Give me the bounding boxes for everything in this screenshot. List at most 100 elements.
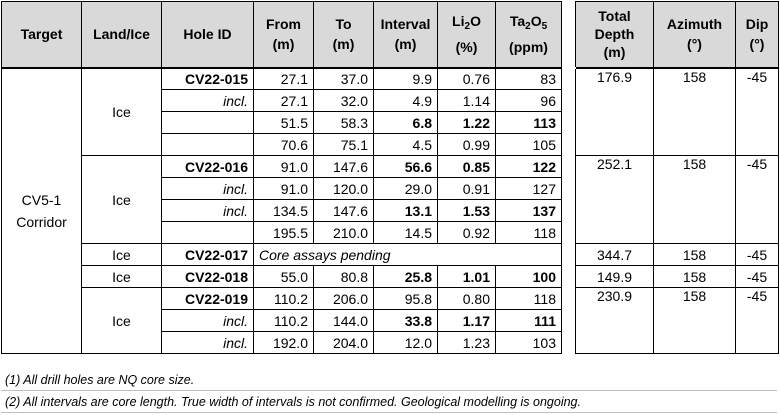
hole-id-cell (161, 221, 254, 244)
li2o-cell: 0.80 (437, 287, 496, 310)
li2o-cell: 0.92 (437, 221, 496, 244)
to-cell: 80.8 (313, 265, 374, 288)
table-row: Ice CV22-016 91.0 147.6 56.6 0.85 122 25… (2, 155, 779, 244)
azimuth-cell: 158 (653, 67, 736, 156)
hole-id-cell: incl. (161, 199, 254, 222)
from-cell: 91.0 (253, 155, 314, 178)
to-cell: 32.0 (313, 89, 374, 112)
hole-id-cell: CV22-019 (161, 287, 254, 310)
separator (561, 243, 576, 266)
col-header-li2o: Li2O (%) (437, 1, 496, 69)
dip-cell: -45 (735, 243, 779, 266)
table-row: Ice CV22-017 Core assays pending 344.7 1… (2, 243, 779, 266)
ta2o5-cell: 137 (495, 199, 562, 222)
table-row: incl. 27.1 32.0 4.9 1.14 96 (2, 89, 779, 112)
li2o-cell: 1.14 (437, 89, 496, 112)
interval-cell: 29.0 (373, 177, 438, 200)
separator (561, 287, 576, 354)
ta2o5-cell: 111 (495, 309, 562, 332)
interval-cell: 13.1 (373, 199, 438, 222)
table-row: Ice CV22-018 55.0 80.8 25.8 1.01 100 149… (2, 265, 779, 288)
to-cell: 75.1 (313, 133, 374, 156)
interval-cell: 33.8 (373, 309, 438, 332)
from-cell: 27.1 (253, 67, 314, 90)
from-cell: 110.2 (253, 309, 314, 332)
land-ice-cell: Ice (81, 155, 162, 244)
table-row: 195.5 210.0 14.5 0.92 118 (2, 221, 779, 244)
dip-cell: -45 (735, 265, 779, 288)
hole-id-cell: incl. (161, 89, 254, 112)
col-header-ta2o5: Ta2O5 (ppm) (495, 1, 562, 69)
col-header-azimuth: Azimuth (°) (653, 1, 736, 69)
from-cell: 55.0 (253, 265, 314, 288)
dip-cell: -45 (735, 67, 779, 156)
li2o-cell: 1.23 (437, 331, 496, 354)
total-depth-cell: 149.9 (575, 265, 654, 288)
hole-id-cell: incl. (161, 177, 254, 200)
drill-results-table: Target Land/Ice Hole ID From (m) To (m) In… (1, 1, 779, 354)
dip-cell: -45 (735, 287, 779, 354)
li2o-cell: 1.53 (437, 199, 496, 222)
assays-pending-cell: Core assays pending (253, 243, 562, 266)
ta2o5-cell: 118 (495, 221, 562, 244)
from-cell: 134.5 (253, 199, 314, 222)
total-depth-cell: 252.1 (575, 155, 654, 244)
col-header-hole-id: Hole ID (161, 1, 254, 69)
target-cell: CV5-1 Corridor (1, 67, 82, 354)
interval-cell: 4.9 (373, 89, 438, 112)
interval-cell: 4.5 (373, 133, 438, 156)
to-cell: 204.0 (313, 331, 374, 354)
ta2o5-cell: 103 (495, 331, 562, 354)
ta2o5-cell: 83 (495, 67, 562, 90)
to-cell: 37.0 (313, 67, 374, 90)
hole-id-cell: incl. (161, 309, 254, 332)
table-row: Ice CV22-019 110.2 206.0 95.8 0.80 118 2… (2, 287, 779, 354)
col-header-dip: Dip (°) (735, 1, 779, 69)
hole-id-cell: CV22-016 (161, 155, 254, 178)
ta2o5-cell: 113 (495, 111, 562, 134)
table-row: 70.6 75.1 4.5 0.99 105 (2, 133, 779, 156)
from-cell: 27.1 (253, 89, 314, 112)
separator (561, 67, 576, 156)
li2o-cell: 1.22 (437, 111, 496, 134)
separator (561, 1, 576, 68)
hole-id-cell: CV22-018 (161, 265, 254, 288)
ta2o5-cell: 100 (495, 265, 562, 288)
li2o-cell: 1.01 (437, 265, 496, 288)
li2o-cell: 0.99 (437, 133, 496, 156)
to-cell: 206.0 (313, 287, 374, 310)
to-cell: 144.0 (313, 309, 374, 332)
azimuth-cell: 158 (653, 155, 736, 244)
from-cell: 195.5 (253, 221, 314, 244)
from-cell: 51.5 (253, 111, 314, 134)
interval-cell: 14.5 (373, 221, 438, 244)
separator (561, 265, 576, 288)
li2o-cell: 0.76 (437, 67, 496, 90)
footnote-2: (2) All intervals are core length. True … (1, 391, 777, 413)
from-cell: 70.6 (253, 133, 314, 156)
hole-id-cell: incl. (161, 331, 254, 354)
col-header-target: Target (1, 1, 82, 69)
li2o-cell: 0.91 (437, 177, 496, 200)
to-cell: 147.6 (313, 155, 374, 178)
li2o-cell: 0.85 (437, 155, 496, 178)
col-header-to: To (m) (313, 1, 374, 69)
interval-cell: 9.9 (373, 67, 438, 90)
land-ice-cell: Ice (81, 243, 162, 266)
total-depth-cell: 344.7 (575, 243, 654, 266)
ta2o5-cell: 118 (495, 287, 562, 310)
col-header-interval: Interval (m) (373, 1, 438, 69)
hole-id-cell: CV22-015 (161, 67, 254, 90)
col-header-total-depth: Total Depth (m) (575, 1, 654, 69)
interval-cell: 95.8 (373, 287, 438, 310)
table-row: incl. 192.0 204.0 12.0 1.23 103 (2, 331, 779, 354)
interval-cell: 56.6 (373, 155, 438, 178)
li2o-cell: 1.17 (437, 309, 496, 332)
separator (561, 155, 576, 244)
interval-cell: 25.8 (373, 265, 438, 288)
ta2o5-cell: 122 (495, 155, 562, 178)
to-cell: 147.6 (313, 199, 374, 222)
from-cell: 192.0 (253, 331, 314, 354)
header-row: Target Land/Ice Hole ID From (m) To (m) In… (1, 1, 779, 69)
footnote-1: (1) All drill holes are NQ core size. (1, 369, 777, 391)
